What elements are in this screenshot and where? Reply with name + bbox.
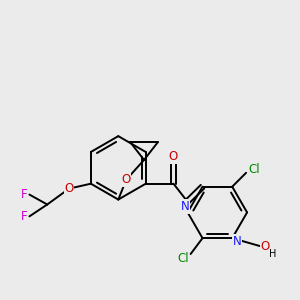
Text: N: N <box>181 200 190 213</box>
Text: Cl: Cl <box>177 253 188 266</box>
Text: O: O <box>169 150 178 164</box>
Text: O: O <box>64 182 74 195</box>
Text: N: N <box>233 235 242 248</box>
Text: Cl: Cl <box>248 163 260 176</box>
Text: F: F <box>21 210 28 223</box>
Text: O: O <box>260 240 270 253</box>
Text: H: H <box>269 249 277 259</box>
Text: O: O <box>122 173 131 186</box>
Text: F: F <box>21 188 28 201</box>
